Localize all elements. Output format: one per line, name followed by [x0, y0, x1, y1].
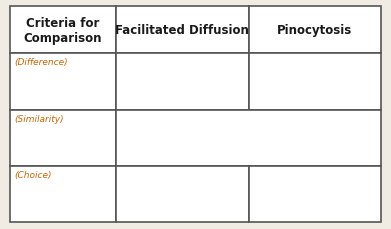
Bar: [249, 7, 381, 54]
Bar: [116, 54, 249, 110]
Bar: [116, 7, 249, 54]
Text: Facilitated Diffusion: Facilitated Diffusion: [115, 24, 249, 37]
Bar: [249, 166, 381, 222]
Bar: [10, 7, 116, 54]
Text: Pinocytosis: Pinocytosis: [277, 24, 353, 37]
Text: Criteria for
Comparison: Criteria for Comparison: [23, 16, 102, 44]
Bar: [10, 54, 116, 110]
Text: (Choice): (Choice): [14, 170, 52, 179]
Text: (Similarity): (Similarity): [14, 114, 64, 123]
Bar: [249, 54, 381, 110]
Text: (Difference): (Difference): [14, 58, 68, 67]
Bar: [10, 110, 116, 166]
Bar: [10, 166, 116, 222]
Bar: [116, 110, 381, 166]
Bar: [116, 166, 249, 222]
